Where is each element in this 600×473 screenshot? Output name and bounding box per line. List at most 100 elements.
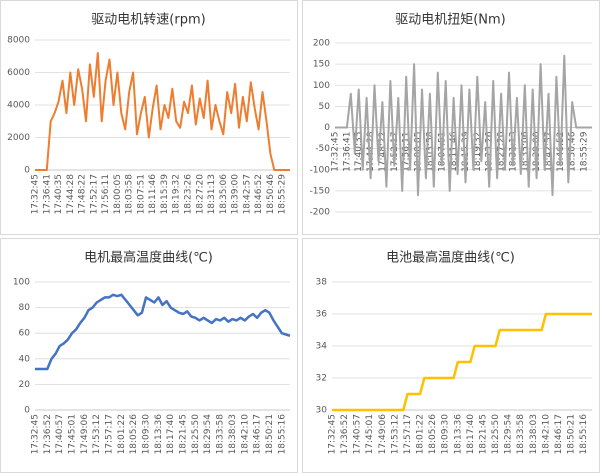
x-tick-label: 18:11:46 (148, 174, 158, 215)
y-tick-label: 100 (13, 278, 30, 288)
x-tick-label: 18:01:22 (117, 414, 127, 454)
x-tick-label: 18:35:06 (219, 174, 229, 215)
x-tick-label: 18:42:57 (242, 174, 252, 214)
x-tick-label: 17:36:52 (340, 414, 350, 454)
x-tick-label: 18:25:50 (491, 414, 501, 455)
x-tick-label: 18:55:29 (580, 131, 590, 172)
x-tick-label: 18:17:40 (166, 414, 176, 455)
x-tick-label: 17:45:01 (365, 414, 375, 454)
x-tick-label: 17:36:41 (342, 132, 352, 172)
y-tick-label: 0 (24, 166, 30, 176)
x-tick-label: 18:05:26 (129, 414, 139, 455)
y-tick-label: 200 (313, 39, 330, 49)
panel (302, 238, 600, 473)
x-tick-label: 18:27:20 (195, 174, 205, 215)
y-tick-label: 40 (19, 354, 31, 364)
x-tick-label: 18:09:30 (142, 414, 152, 455)
x-tick-label: 18:55:16 (277, 414, 287, 455)
y-tick-label: 2000 (7, 133, 30, 143)
x-tick-label: 18:09:30 (441, 414, 451, 455)
y-tick-label: 30 (316, 406, 328, 416)
chart-title: 电机最高温度曲线(℃) (84, 250, 213, 266)
x-tick-label: 17:32:45 (331, 132, 341, 172)
y-tick-label: 36 (316, 310, 328, 320)
x-tick-label: 18:50:46 (568, 131, 578, 172)
x-tick-label: 17:32:45 (31, 414, 41, 454)
chart-title: 电池最高温度曲线(℃) (386, 250, 515, 266)
x-tick-label: 18:19:32 (172, 174, 182, 214)
x-tick-label: 18:31:13 (207, 174, 217, 214)
x-tick-label: 17:45:01 (68, 414, 78, 454)
x-tick-label: 18:00:05 (113, 174, 123, 214)
x-tick-label: 18:55:16 (579, 414, 589, 455)
y-tick-label: 32 (316, 374, 327, 384)
x-tick-label: 17:48:22 (78, 174, 88, 214)
x-tick-label: 18:07:51 (136, 174, 146, 214)
y-tick-label: 150 (313, 60, 330, 70)
x-tick-label: 18:11:46 (449, 131, 459, 172)
y-tick-label: 6000 (7, 68, 30, 78)
x-tick-label: 18:50:21 (567, 414, 577, 454)
x-tick-label: 17:49:06 (80, 414, 90, 455)
x-tick-label: 17:32:45 (328, 414, 338, 454)
x-tick-label: 18:19:32 (473, 132, 483, 172)
y-tick-label: 34 (316, 342, 328, 352)
x-tick-label: 18:15:39 (160, 174, 170, 215)
x-tick-label: 17:52:17 (89, 174, 99, 214)
y-tick-label: 0 (324, 123, 330, 133)
y-tick-label: 8000 (7, 36, 30, 46)
x-tick-label: 17:40:35 (354, 132, 364, 172)
x-tick-label: 18:03:58 (125, 174, 135, 215)
y-tick-label: 80 (19, 303, 31, 313)
y-tick-label: 38 (316, 278, 328, 288)
x-tick-label: 17:57:17 (105, 414, 115, 454)
x-tick-label: 18:38:03 (529, 414, 539, 454)
series-line (335, 54, 592, 197)
x-tick-label: 18:33:58 (216, 414, 226, 455)
x-tick-label: 18:13:36 (453, 414, 463, 455)
x-tick-label: 18:42:10 (541, 414, 551, 455)
x-tick-label: 17:36:41 (42, 174, 52, 214)
x-tick-label: 18:38:03 (228, 414, 238, 454)
y-tick-label: 50 (319, 102, 331, 112)
x-tick-label: 18:50:46 (266, 174, 276, 215)
x-tick-label: 18:01:22 (416, 414, 426, 454)
series-line (35, 293, 291, 371)
x-tick-label: 18:39:00 (231, 174, 241, 215)
series-line (332, 312, 592, 412)
x-tick-label: 18:42:57 (544, 132, 554, 172)
y-tick-label: -100 (310, 165, 331, 175)
x-tick-label: 17:48:22 (378, 132, 388, 172)
x-tick-label: 18:13:36 (154, 414, 164, 455)
x-tick-label: 18:27:20 (497, 131, 507, 172)
y-tick-label: 4000 (7, 101, 30, 111)
x-tick-label: 18:33:58 (516, 414, 526, 455)
y-tick-label: -150 (310, 186, 331, 196)
x-tick-label: 18:25:50 (191, 414, 201, 455)
x-tick-label: 18:42:10 (240, 414, 250, 455)
y-tick-label: -200 (310, 208, 331, 218)
y-tick-label: 60 (19, 329, 31, 339)
x-tick-label: 18:05:26 (428, 414, 438, 455)
x-tick-label: 18:46:17 (253, 414, 263, 454)
chart-title: 驱动电机扭矩(Nm) (395, 13, 506, 28)
y-tick-label: 100 (313, 81, 330, 91)
y-tick-label: 0 (24, 406, 30, 416)
x-tick-label: 18:21:45 (179, 414, 189, 454)
x-tick-label: 18:00:05 (414, 132, 424, 172)
x-tick-label: 17:57:17 (403, 414, 413, 454)
x-tick-label: 18:29:54 (203, 414, 213, 455)
x-tick-label: 18:35:06 (520, 131, 530, 172)
x-tick-label: 17:49:06 (378, 414, 388, 455)
x-tick-label: 18:23:26 (184, 174, 194, 215)
x-tick-label: 17:53:12 (92, 414, 102, 454)
x-tick-label: 18:03:58 (425, 131, 435, 172)
x-tick-label: 18:21:45 (478, 414, 488, 454)
panel (0, 238, 298, 473)
x-tick-label: 17:40:57 (55, 414, 65, 454)
x-tick-label: 18:55:29 (278, 174, 288, 215)
x-tick-label: 18:46:17 (554, 414, 564, 454)
x-tick-label: 17:40:57 (353, 414, 363, 454)
x-tick-label: 18:17:40 (466, 414, 476, 455)
